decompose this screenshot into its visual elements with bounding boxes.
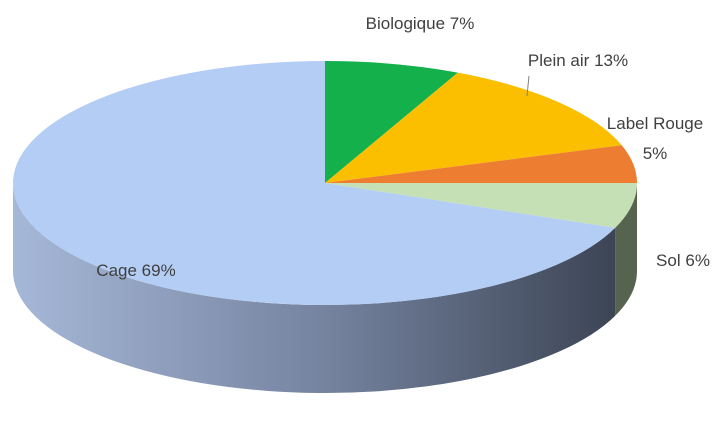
data-label: Plein air 13% [528,51,628,70]
value-label: 69% [142,261,176,280]
value-label: 13% [594,51,628,70]
pie-slice [325,61,458,183]
data-labels: Biologique 7% Plein air 13% Label Rouge 5% S… [96,14,710,280]
pie-sides [12,183,637,393]
value-label: 7% [450,14,475,33]
category-label: Biologique [366,14,445,33]
pie-slice [12,61,616,305]
value-label: 5% [643,144,668,163]
slice-side [615,183,637,316]
category-label: Label Rouge [607,114,703,133]
slice-side [12,183,616,393]
data-label: Cage 69% [96,261,175,280]
leader-line [526,75,530,97]
category-label: Plein air [528,51,590,70]
category-label: Sol [656,251,681,270]
data-label: Biologique 7% [366,14,475,33]
data-label: Label Rouge [607,114,703,133]
category-label: Cage [96,261,137,280]
pie-slice [325,145,637,183]
pie-slice [325,72,622,183]
data-label: 5% [643,144,668,163]
pie-tops [12,61,637,305]
value-label: 6% [685,251,710,270]
pie-slice [325,183,637,228]
data-label: Sol 6% [656,251,710,270]
